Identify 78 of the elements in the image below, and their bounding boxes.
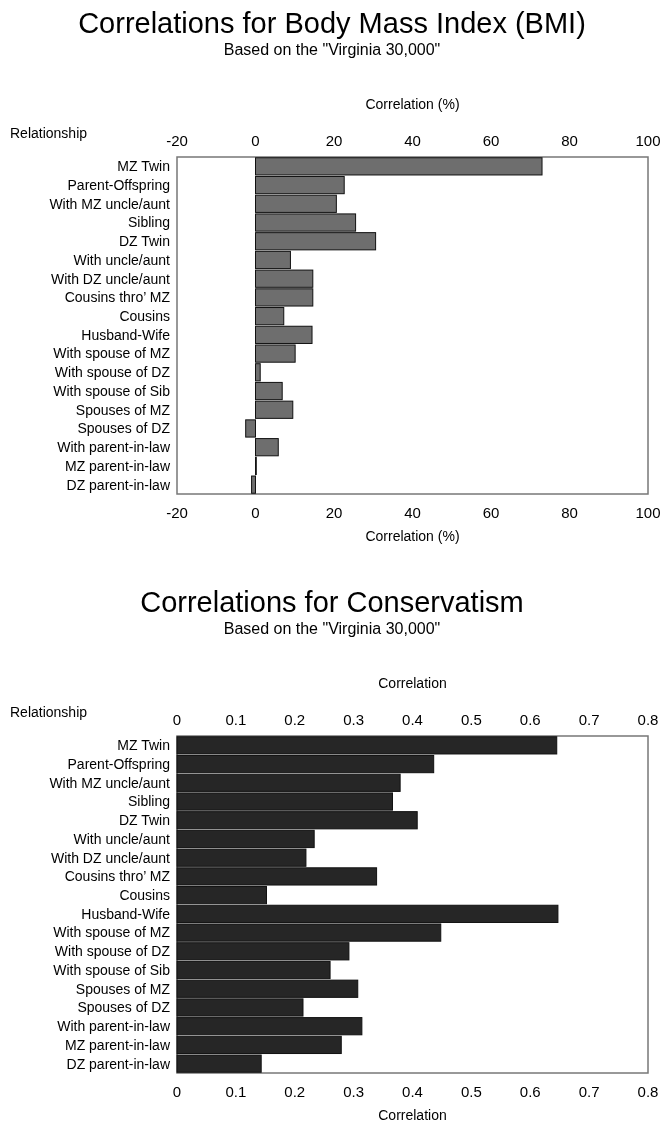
x-tick-label: 0.2: [284, 711, 306, 728]
y-axis-title: Relationship: [10, 704, 88, 720]
y-tick-label: Parent-Offspring: [67, 755, 170, 772]
y-tick-label: With DZ uncle/aunt: [50, 270, 171, 287]
x2-tick-label: 0.6: [519, 1083, 541, 1100]
x2-tick-label: 0.4: [402, 1083, 423, 1100]
x2-tick-label: 0.1: [225, 1083, 247, 1100]
x2-tick-label: 20: [325, 504, 343, 521]
x2-tick-label: 80: [561, 504, 578, 521]
y-tick-label: Cousins thro’ MZ: [64, 868, 171, 885]
x-axis-title: Correlation (%): [365, 528, 460, 544]
y-tick-label: With spouse of DZ: [54, 364, 171, 381]
y-tick-label: MZ parent-in-law: [64, 457, 171, 474]
y-tick-label: Cousins: [119, 887, 170, 904]
y-tick-label: With spouse of Sib: [53, 961, 171, 978]
x2-tick-label: 40: [404, 504, 421, 521]
x-tick-label: 0.6: [519, 711, 541, 728]
x2-tick-label: 0.7: [578, 1083, 600, 1100]
y-tick-label: With spouse of MZ: [53, 924, 171, 941]
x2-tick-label: 0: [172, 1083, 182, 1100]
y-tick-label: Husband-Wife: [81, 326, 171, 343]
x-tick-label: 80: [561, 132, 578, 149]
x-tick-label: 40: [404, 132, 421, 149]
chart-title: Correlations for Body Mass Index (BMI): [78, 7, 586, 39]
x2-tick-label: 0: [251, 504, 260, 521]
y-tick-label: MZ parent-in-law: [64, 1036, 171, 1053]
x-tick-label: 0: [172, 711, 182, 728]
y-tick-label: With MZ uncle/aunt: [49, 195, 171, 212]
y-tick-label: Cousins: [119, 308, 170, 325]
x2-axis-title: Correlation: [378, 675, 447, 691]
x2-tick-label: 0.3: [343, 1083, 365, 1100]
y-tick-label: Spouses of MZ: [75, 980, 171, 997]
x2-tick-label: -20: [166, 504, 188, 521]
x-tick-label: 0.7: [578, 711, 600, 728]
y-tick-label: Husband-Wife: [81, 905, 171, 922]
x-tick-label: 60: [482, 132, 500, 149]
x-tick-label: 0.5: [460, 711, 482, 728]
y-tick-label: Sibling: [127, 793, 170, 810]
y-tick-label: With uncle/aunt: [73, 830, 171, 847]
x-tick-label: -20: [166, 132, 188, 149]
chart-subtitle: Based on the "Virginia 30,000": [223, 620, 441, 637]
y-tick-label: With parent-in-law: [57, 1018, 171, 1035]
y-tick-label: Parent-Offspring: [67, 176, 170, 193]
chart-subtitle: Based on the "Virginia 30,000": [223, 41, 441, 58]
y-tick-label: DZ Twin: [118, 233, 170, 250]
y-tick-label: DZ parent-in-law: [66, 1055, 171, 1072]
y-tick-label: With spouse of DZ: [54, 943, 171, 960]
chart-title: Correlations for Conservatism: [140, 586, 524, 618]
x-tick-label: 0.1: [225, 711, 247, 728]
y-tick-label: Spouses of DZ: [77, 420, 171, 437]
y-tick-label: With DZ uncle/aunt: [50, 849, 171, 866]
y-tick-label: DZ Twin: [118, 812, 170, 829]
y-tick-label: Cousins thro’ MZ: [64, 289, 171, 306]
y-tick-label: Sibling: [127, 214, 170, 231]
y-tick-label: With MZ uncle/aunt: [49, 774, 171, 791]
x2-tick-label: 0.5: [460, 1083, 482, 1100]
y-tick-label: With uncle/aunt: [73, 251, 171, 268]
x-axis-title: Correlation: [378, 1107, 447, 1123]
x2-tick-label: 0.8: [637, 1083, 659, 1100]
y-tick-label: DZ parent-in-law: [66, 476, 171, 493]
x-tick-label: 0.4: [402, 711, 423, 728]
y-tick-label: Spouses of MZ: [75, 401, 171, 418]
y-tick-label: Spouses of DZ: [77, 999, 171, 1016]
y-tick-label: MZ Twin: [117, 158, 170, 175]
y-tick-label: With spouse of MZ: [53, 345, 171, 362]
x-tick-label: 0.3: [343, 711, 365, 728]
x2-axis-title: Correlation (%): [365, 96, 460, 112]
x-tick-label: 0: [251, 132, 260, 149]
x2-tick-label: 60: [482, 504, 500, 521]
y-tick-label: With spouse of Sib: [53, 382, 171, 399]
x2-tick-label: 0.2: [284, 1083, 306, 1100]
x-tick-label: 100: [635, 132, 661, 149]
x-tick-label: 20: [325, 132, 343, 149]
y-tick-label: With parent-in-law: [57, 439, 171, 456]
x-tick-label: 0.8: [637, 711, 659, 728]
y-tick-label: MZ Twin: [117, 737, 170, 754]
x2-tick-label: 100: [635, 504, 661, 521]
y-axis-title: Relationship: [10, 125, 88, 141]
